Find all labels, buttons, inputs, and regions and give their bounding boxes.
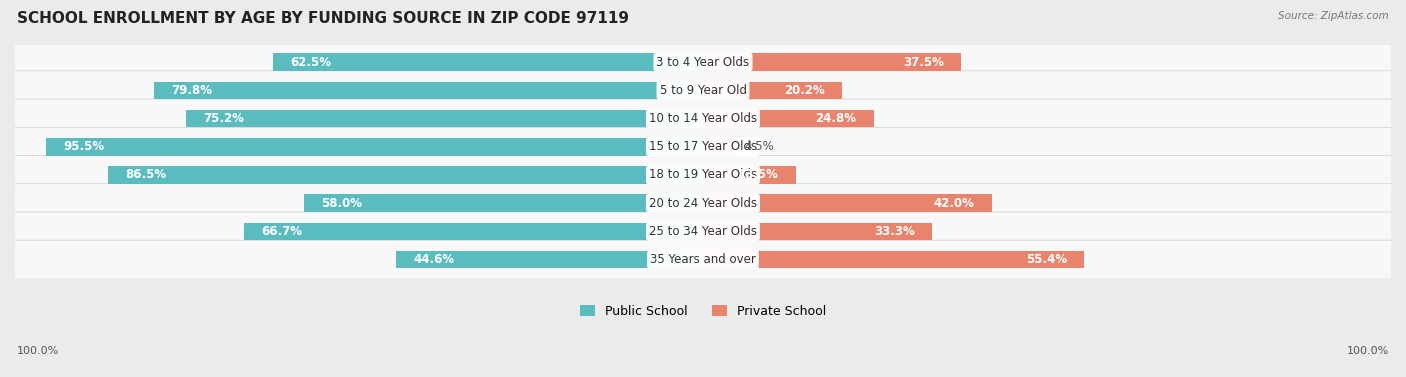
Text: 55.4%: 55.4% [1026,253,1067,266]
Text: 62.5%: 62.5% [290,55,332,69]
FancyBboxPatch shape [13,71,1393,110]
Text: 3 to 4 Year Olds: 3 to 4 Year Olds [657,55,749,69]
FancyBboxPatch shape [13,155,1393,195]
Bar [703,81,842,99]
Text: 100.0%: 100.0% [1347,346,1389,356]
Bar [273,53,703,71]
Text: 58.0%: 58.0% [321,197,363,210]
Bar [396,251,703,268]
Legend: Public School, Private School: Public School, Private School [575,300,831,323]
FancyBboxPatch shape [13,240,1393,279]
Bar [703,251,1084,268]
Text: 15 to 17 Year Olds: 15 to 17 Year Olds [650,140,756,153]
Text: 25 to 34 Year Olds: 25 to 34 Year Olds [650,225,756,238]
Bar [46,138,703,155]
FancyBboxPatch shape [13,43,1393,81]
FancyBboxPatch shape [13,212,1393,251]
Bar [108,166,703,184]
FancyBboxPatch shape [13,127,1393,166]
Text: 95.5%: 95.5% [63,140,104,153]
Text: 35 Years and over: 35 Years and over [650,253,756,266]
Text: 37.5%: 37.5% [903,55,943,69]
Bar [155,81,703,99]
Text: 5 to 9 Year Old: 5 to 9 Year Old [659,84,747,97]
Text: 24.8%: 24.8% [815,112,856,125]
FancyBboxPatch shape [13,184,1393,223]
Text: 42.0%: 42.0% [934,197,974,210]
FancyBboxPatch shape [13,99,1393,138]
Bar [703,53,960,71]
Bar [703,166,796,184]
Bar [703,138,734,155]
Text: 75.2%: 75.2% [202,112,243,125]
Text: 20.2%: 20.2% [785,84,825,97]
Text: 44.6%: 44.6% [413,253,454,266]
Text: 66.7%: 66.7% [262,225,302,238]
Text: 33.3%: 33.3% [875,225,915,238]
Bar [703,223,932,240]
Text: SCHOOL ENROLLMENT BY AGE BY FUNDING SOURCE IN ZIP CODE 97119: SCHOOL ENROLLMENT BY AGE BY FUNDING SOUR… [17,11,628,26]
Text: Source: ZipAtlas.com: Source: ZipAtlas.com [1278,11,1389,21]
Bar [245,223,703,240]
Bar [304,195,703,212]
Text: 4.5%: 4.5% [744,140,775,153]
Bar [186,110,703,127]
Text: 18 to 19 Year Olds: 18 to 19 Year Olds [650,169,756,181]
Text: 86.5%: 86.5% [125,169,166,181]
Bar [703,110,873,127]
Text: 20 to 24 Year Olds: 20 to 24 Year Olds [650,197,756,210]
Text: 100.0%: 100.0% [17,346,59,356]
Text: 13.5%: 13.5% [738,169,779,181]
Bar [703,195,993,212]
Text: 10 to 14 Year Olds: 10 to 14 Year Olds [650,112,756,125]
Text: 79.8%: 79.8% [172,84,212,97]
